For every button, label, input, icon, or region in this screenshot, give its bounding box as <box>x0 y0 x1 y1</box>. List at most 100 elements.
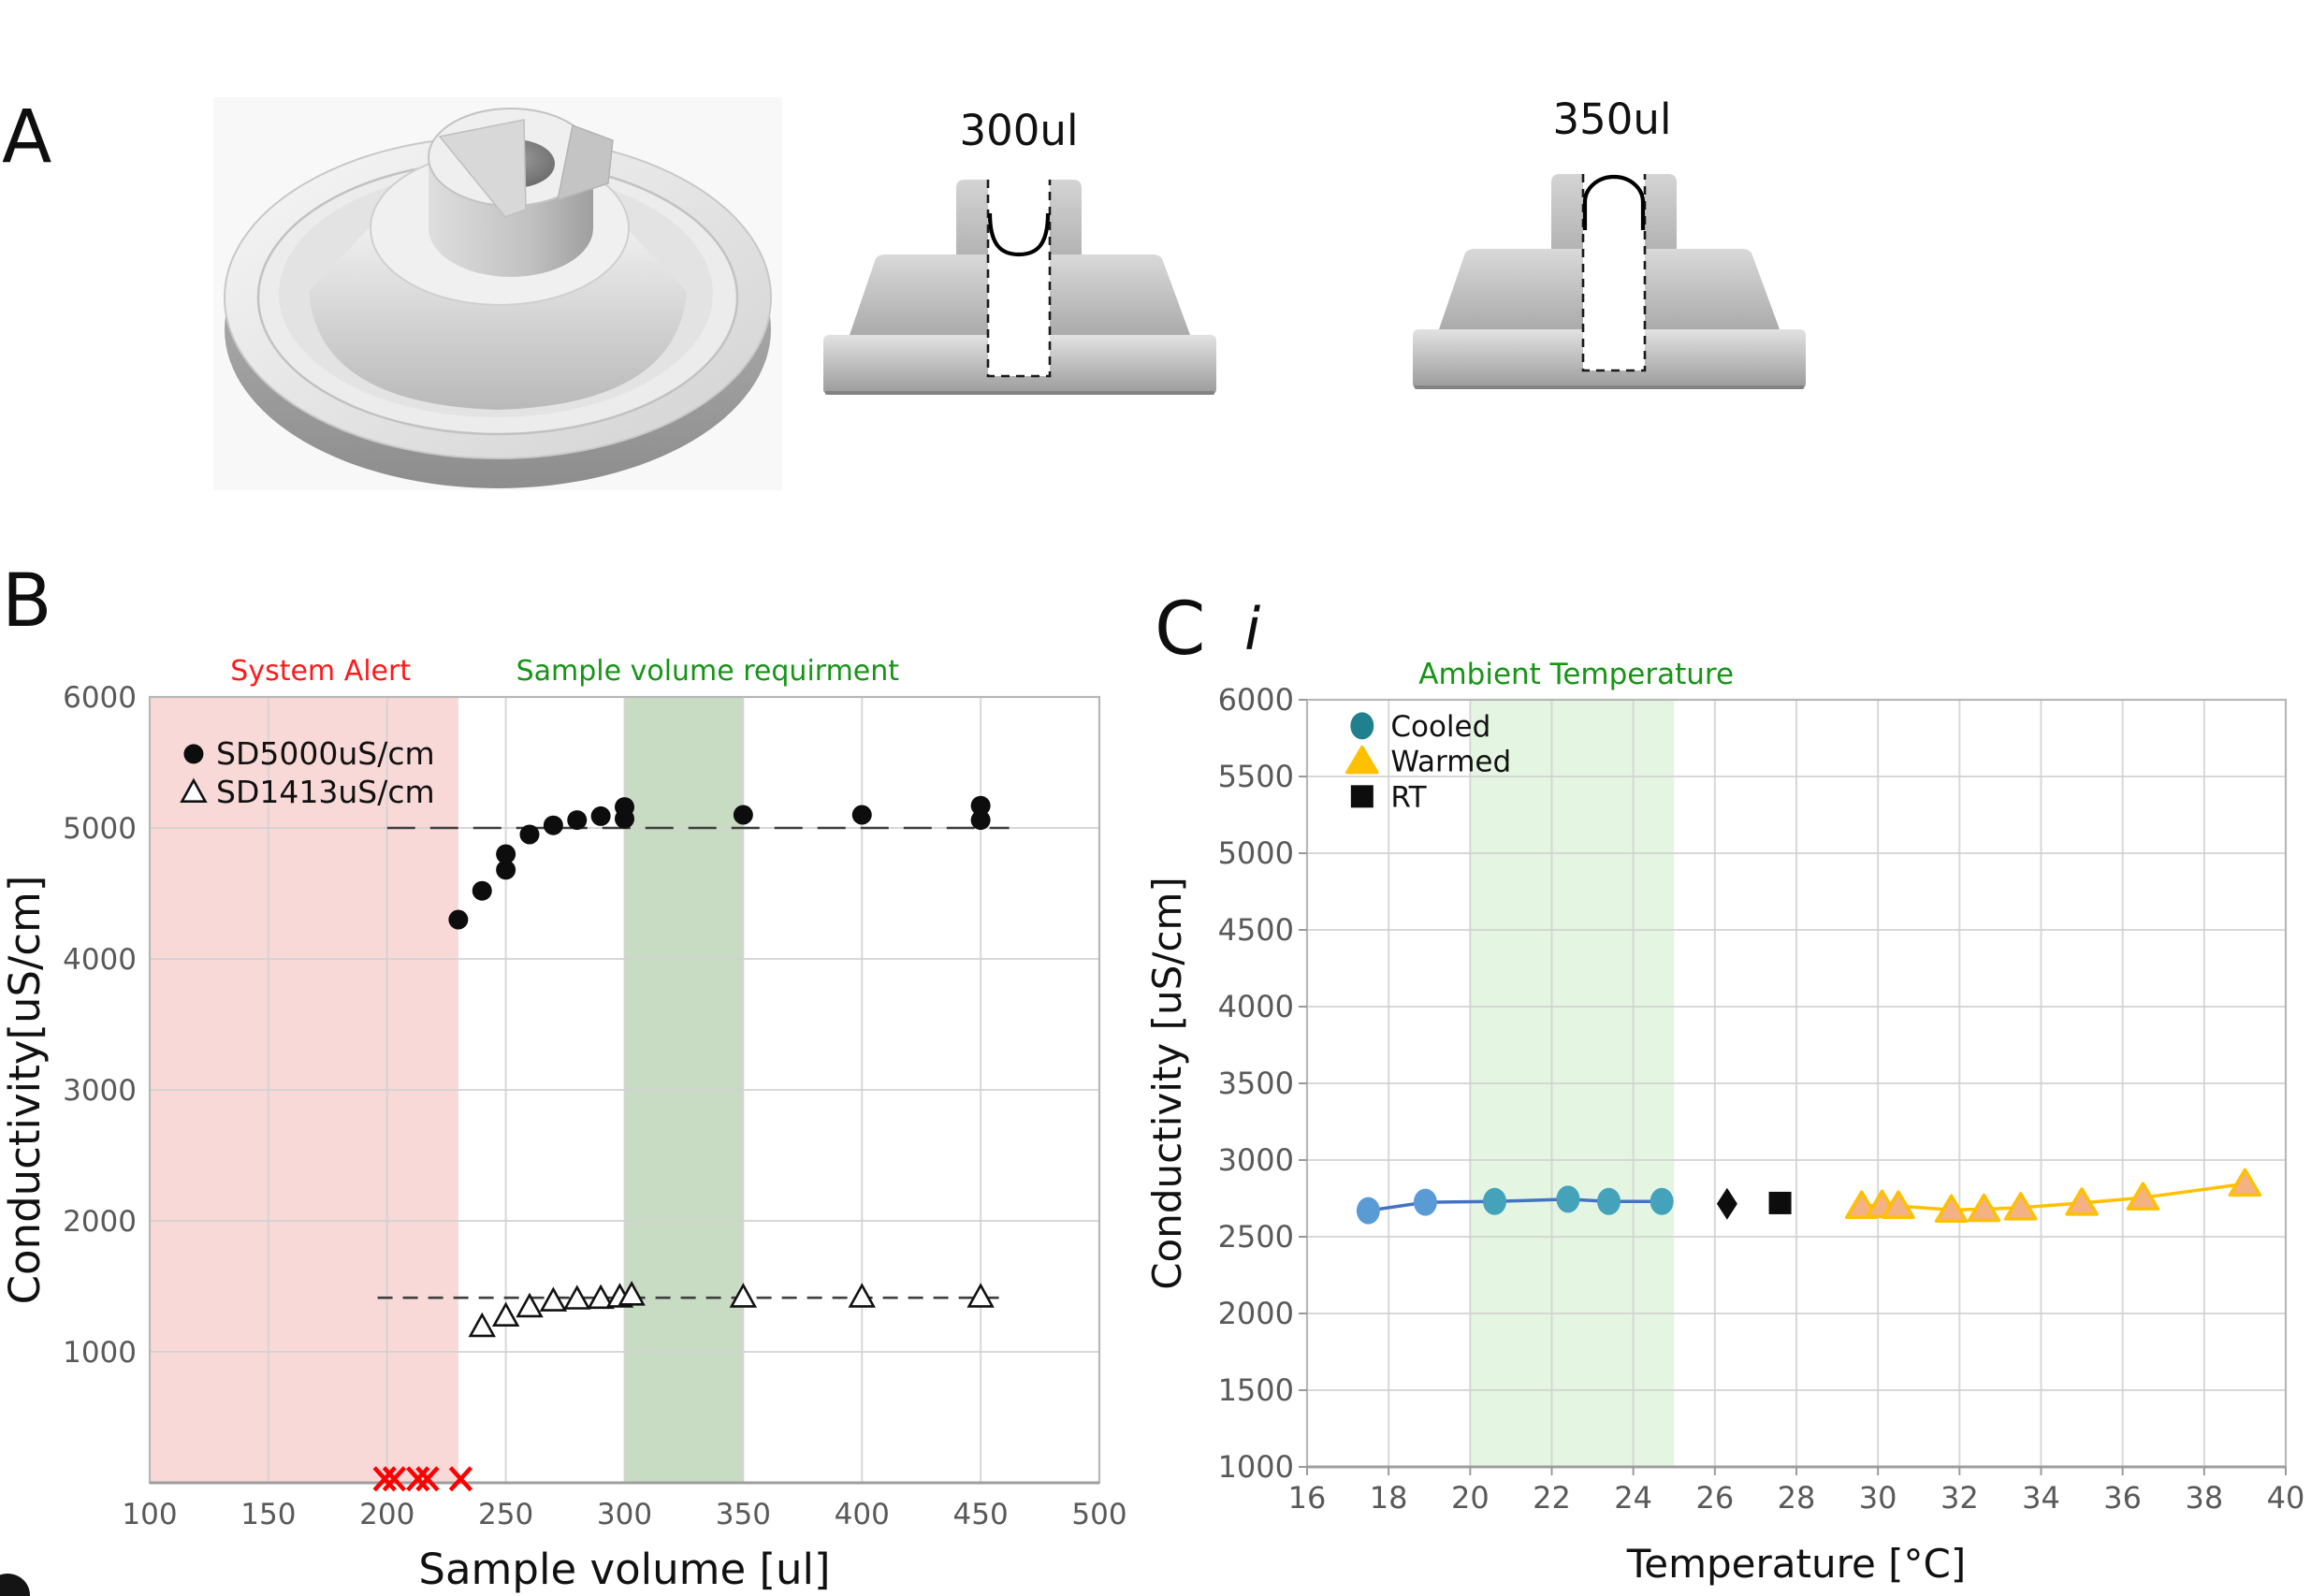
data-point-circle <box>496 860 516 880</box>
failed-measurement-x <box>448 1466 473 1492</box>
data-point-square <box>1350 785 1374 808</box>
y-tick-label: 1000 <box>63 1336 137 1370</box>
x-tick-label: 20 <box>1451 1480 1490 1516</box>
y-tick-label: 4000 <box>1218 989 1294 1024</box>
data-point-triangle <box>2065 1187 2099 1216</box>
x-tick-label: 200 <box>359 1498 414 1531</box>
y-tick-label: 2000 <box>1218 1296 1294 1331</box>
x-tick-label: 400 <box>835 1498 890 1531</box>
y-tick-label: 5500 <box>1218 759 1294 794</box>
data-point-triangle <box>1345 745 1379 775</box>
y-tick-label: 6000 <box>63 681 137 715</box>
sample-port-3d-render <box>213 97 782 490</box>
data-point-circle <box>733 805 753 825</box>
left-post <box>956 180 988 254</box>
volume-label-300ul: 300ul <box>960 106 1079 155</box>
system-alert-label: System Alert <box>230 655 411 688</box>
data-point-open-triangle <box>587 1284 615 1310</box>
data-point-circle <box>448 909 469 930</box>
sample-volume-requirement-label: Sample volume requirment <box>516 655 900 688</box>
y-tick-label: 3000 <box>63 1074 137 1108</box>
data-point-circle <box>851 805 872 825</box>
legend-label-SD5000uS/cm: SD5000uS/cm <box>216 735 435 772</box>
data-point-open-triangle <box>468 1312 496 1338</box>
x-tick-label: 26 <box>1695 1480 1734 1516</box>
legend-label-SD1413uS/cm: SD1413uS/cm <box>216 774 435 810</box>
data-point-triangle <box>1934 1194 1969 1224</box>
legend-label-RT: RT <box>1390 780 1427 814</box>
y-tick-label: 4000 <box>63 943 137 977</box>
data-point-dot <box>1413 1188 1437 1216</box>
data-point-circle <box>567 810 588 831</box>
data-point-open-triangle <box>618 1281 646 1306</box>
volume-label-350ul: 350ul <box>1553 94 1672 144</box>
series-line-Warmed <box>1861 1182 2246 1212</box>
y-tick-label: 4500 <box>1218 912 1294 948</box>
data-point-open-triangle <box>729 1283 758 1308</box>
data-point-dot <box>1650 1187 1674 1215</box>
data-point-circle <box>970 810 991 831</box>
x-tick-label: 30 <box>1859 1480 1897 1516</box>
x-tick-label: 32 <box>1940 1480 1979 1516</box>
right-post <box>1050 180 1082 254</box>
panel-c-letter: C <box>1155 588 1206 672</box>
y-tick-label: 6000 <box>1218 682 1294 718</box>
data-point-dot <box>1556 1185 1580 1213</box>
data-point-diamond <box>1716 1187 1737 1220</box>
data-point-triangle <box>2126 1182 2160 1211</box>
panel-c-sub-letter: i <box>1244 595 1261 663</box>
data-point-triangle <box>2003 1192 2038 1221</box>
failed-measurement-x <box>406 1466 430 1492</box>
data-point-circle <box>496 844 516 864</box>
panel-b-letter: B <box>2 559 52 644</box>
cylinder-notch-left <box>438 119 527 218</box>
data-point-dot <box>1356 1197 1380 1225</box>
x-tick-label: 100 <box>122 1498 177 1531</box>
channel-dashed-outline <box>1581 174 1647 372</box>
panel-a-letter: A <box>2 95 52 180</box>
y-tick-label: 2500 <box>1218 1219 1294 1255</box>
data-point-triangle <box>1882 1190 1915 1219</box>
x-tick-label: 36 <box>2103 1480 2142 1516</box>
y-axis-title: Conductivity[uS/cm] <box>0 876 50 1305</box>
y-tick-label: 5000 <box>1218 835 1294 871</box>
data-point-open-triangle <box>848 1283 876 1308</box>
legend-label-Cooled: Cooled <box>1390 710 1490 744</box>
y-tick-label: 2000 <box>63 1205 137 1239</box>
data-point-dot <box>1350 712 1374 740</box>
data-point-open-triangle <box>180 777 208 803</box>
x-axis-title: Temperature [°C] <box>1626 1541 1967 1587</box>
data-point-open-triangle <box>539 1286 568 1312</box>
y-tick-label: 1000 <box>1218 1449 1294 1485</box>
x-tick-label: 28 <box>1778 1480 1816 1516</box>
sample-channel <box>1583 174 1645 370</box>
data-point-circle <box>615 797 634 818</box>
data-point-circle <box>472 880 492 901</box>
y-tick-label: 3500 <box>1218 1066 1294 1101</box>
x-tick-label: 18 <box>1370 1480 1408 1516</box>
x-tick-label: 38 <box>2185 1480 2223 1516</box>
cross-section-300ul: 300ul <box>823 106 1216 395</box>
cross-section-350ul: 350ul <box>1413 94 1806 389</box>
x-tick-label: 22 <box>1533 1480 1571 1516</box>
left-post <box>1551 174 1583 249</box>
x-tick-label: 150 <box>240 1498 296 1531</box>
x-tick-label: 300 <box>597 1498 652 1531</box>
data-point-circle <box>970 795 991 816</box>
right-post <box>1645 174 1677 249</box>
y-tick-label: 1500 <box>1218 1372 1294 1408</box>
data-point-circle <box>543 815 563 835</box>
chart-sample-volume: 100 150 200 250 300 350 400 450 500 1000 2000 3000 4… <box>0 655 1127 1594</box>
x-axis-title: Sample volume [ul] <box>418 1545 830 1594</box>
data-point-open-triangle <box>563 1284 591 1310</box>
data-point-open-triangle <box>491 1301 520 1327</box>
x-tick-label: 500 <box>1071 1498 1126 1531</box>
meniscus-concave-path <box>987 212 1051 257</box>
x-tick-label: 40 <box>2267 1480 2305 1516</box>
x-tick-label: 24 <box>1614 1480 1652 1516</box>
data-point-open-triangle <box>516 1292 544 1318</box>
x-tick-label: 16 <box>1288 1480 1327 1516</box>
data-point-triangle <box>1967 1193 2001 1223</box>
